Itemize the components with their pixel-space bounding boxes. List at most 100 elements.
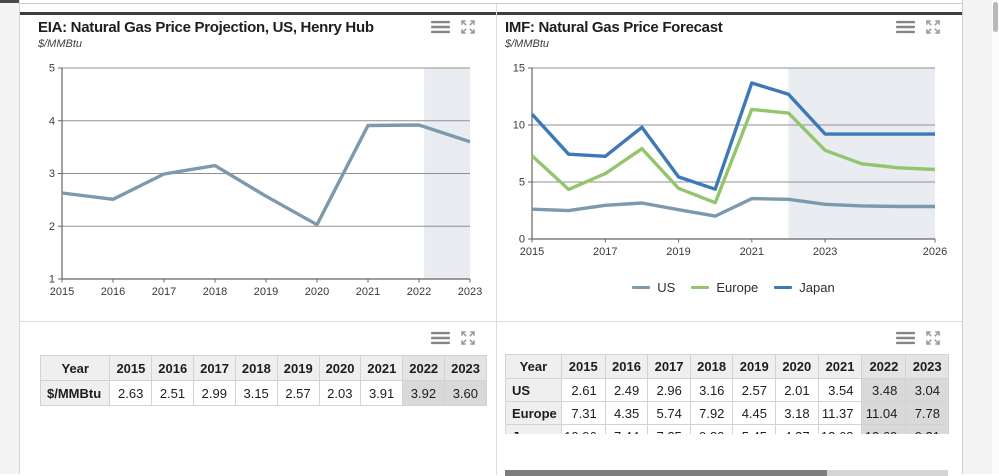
series-line-europe[interactable] bbox=[530, 107, 936, 205]
legend-swatch bbox=[632, 285, 651, 290]
y-axis-tick-label: 2 bbox=[49, 221, 55, 233]
x-axis-tick-label: 2020 bbox=[305, 286, 329, 298]
page-right-gutter bbox=[962, 0, 993, 474]
value-cell: 4.45 bbox=[732, 401, 776, 425]
year-header-cell: 2019 bbox=[276, 355, 320, 381]
value-cell: 3.91 bbox=[360, 380, 404, 406]
eia-panel-subtitle: $/MMBtu bbox=[38, 38, 83, 50]
year-header-cell: 2021 bbox=[817, 354, 863, 379]
x-axis-tick-label: 2019 bbox=[254, 286, 278, 298]
year-header-cell: 2017 bbox=[193, 355, 236, 381]
table-header-row: Year 2015 2016 2017 2018 2019 2020 2021 2022 2023 bbox=[505, 354, 949, 379]
year-corner-header: Year bbox=[40, 355, 111, 381]
x-axis-tick-label: 2022 bbox=[407, 286, 431, 298]
year-header-cell: 2016 bbox=[604, 354, 649, 379]
imf-line-chart[interactable]: 0 5 10 15 2015 2017 2019 2021 2023 2026 bbox=[497, 15, 962, 321]
x-axis-tick-label: 2019 bbox=[666, 246, 690, 258]
grid-top-accent-border bbox=[20, 12, 962, 15]
x-axis-tick-label: 2021 bbox=[356, 286, 380, 298]
legend-swatch bbox=[774, 285, 793, 290]
table-header-row: Year 2015 2016 2017 2018 2019 2020 2021 2022 2023 bbox=[40, 355, 487, 381]
value-cell: 10.96 bbox=[560, 424, 606, 434]
expand-icon[interactable] bbox=[460, 330, 476, 346]
y-axis-tick-label: 5 bbox=[49, 63, 55, 75]
legend-item-europe[interactable]: Europe bbox=[691, 280, 758, 295]
eia-table-viewport: Year 2015 2016 2017 2018 2019 2020 2021 2022 2023… bbox=[40, 355, 487, 415]
table-row: Europe 7.31 4.35 5.74 7.92 4.45 3.18 11.37 11.04… bbox=[505, 401, 949, 425]
row-label-cell: Europe bbox=[505, 401, 562, 425]
eia-data-table: Year 2015 2016 2017 2018 2019 2020 2021 2022 2023… bbox=[40, 355, 487, 406]
y-axis-tick-label: 15 bbox=[513, 63, 525, 75]
horizontal-divider bbox=[20, 321, 962, 322]
legend-item-japan[interactable]: Japan bbox=[774, 280, 835, 295]
value-cell: 2.57 bbox=[276, 380, 320, 406]
year-header-cell: 2015 bbox=[109, 355, 153, 381]
value-cell: 5.74 bbox=[647, 401, 691, 425]
value-cell: 7.92 bbox=[689, 401, 734, 425]
y-axis-tick-label: 0 bbox=[519, 234, 525, 246]
value-cell: 11.37 bbox=[817, 401, 863, 425]
scrollbar-thumb[interactable] bbox=[993, 2, 998, 32]
value-cell: 2.03 bbox=[318, 380, 362, 406]
menu-icon[interactable] bbox=[896, 331, 915, 345]
x-axis-tick-label: 2016 bbox=[101, 286, 125, 298]
value-cell: 3.92 bbox=[402, 380, 446, 406]
eia-panel-title: EIA: Natural Gas Price Projection, US, H… bbox=[38, 19, 374, 36]
x-axis-tick-label: 2026 bbox=[923, 246, 947, 258]
value-cell: 2.96 bbox=[647, 378, 691, 402]
value-cell: 9.21 bbox=[905, 424, 949, 434]
forecast-shaded-region bbox=[788, 68, 935, 239]
dashboard-grid: EIA: Natural Gas Price Projection, US, H… bbox=[20, 3, 962, 476]
eia-table-panel: Year 2015 2016 2017 2018 2019 2020 2021 2022 2023… bbox=[20, 322, 496, 475]
legend-item-us[interactable]: US bbox=[632, 280, 675, 295]
imf-chart-panel: IMF: Natural Gas Price Forecast $/MMBtu … bbox=[497, 15, 962, 321]
value-cell: 2.61 bbox=[560, 378, 606, 402]
value-cell: 2.49 bbox=[604, 378, 649, 402]
value-cell: 3.16 bbox=[689, 378, 734, 402]
value-cell: 3.18 bbox=[775, 401, 819, 425]
year-header-cell: 2023 bbox=[905, 354, 949, 379]
chart-legend: US Europe Japan bbox=[532, 280, 935, 295]
year-header-cell: 2016 bbox=[151, 355, 195, 381]
x-axis-tick-label: 2018 bbox=[203, 286, 227, 298]
year-header-cell: 2018 bbox=[234, 355, 278, 381]
year-header-cell: 2020 bbox=[775, 354, 819, 379]
value-cell: 2.57 bbox=[732, 378, 776, 402]
value-cell: 4.35 bbox=[604, 401, 649, 425]
year-header-cell: 2015 bbox=[560, 354, 606, 379]
menu-icon[interactable] bbox=[431, 331, 450, 345]
x-axis-tick-label: 2015 bbox=[520, 246, 544, 258]
year-header-cell: 2023 bbox=[444, 355, 487, 381]
x-axis-tick-label: 2015 bbox=[50, 286, 74, 298]
scrollbar-thumb[interactable] bbox=[505, 470, 827, 476]
year-header-cell: 2022 bbox=[861, 354, 907, 379]
imf-data-table: Year 2015 2016 2017 2018 2019 2020 2021 2022 2023… bbox=[505, 354, 949, 434]
eia-chart-panel: EIA: Natural Gas Price Projection, US, H… bbox=[20, 15, 496, 321]
legend-label: US bbox=[657, 280, 676, 295]
value-cell: 3.04 bbox=[905, 378, 949, 402]
y-axis-tick-label: 3 bbox=[49, 168, 55, 180]
value-cell: 13.68 bbox=[817, 424, 863, 434]
eia-line-chart[interactable]: 1 2 3 4 5 2015 2016 2017 2018 2019 2020 2021 2022 202… bbox=[20, 15, 496, 321]
x-axis-tick-label: 2021 bbox=[740, 246, 764, 258]
page-left-gutter bbox=[0, 0, 20, 474]
row-label-cell: US bbox=[505, 378, 562, 402]
x-axis-tick-label: 2023 bbox=[458, 286, 482, 298]
series-line-henry hub[interactable] bbox=[61, 123, 471, 227]
imf-table-panel: Year 2015 2016 2017 2018 2019 2020 2021 2022 2023… bbox=[497, 322, 962, 476]
table-horizontal-scrollbar[interactable] bbox=[505, 470, 948, 476]
value-cell: 4.37 bbox=[775, 424, 819, 434]
expand-icon[interactable] bbox=[925, 330, 941, 346]
imf-panel-title: IMF: Natural Gas Price Forecast bbox=[505, 19, 723, 36]
series-line-japan[interactable] bbox=[530, 81, 935, 191]
x-axis-tick-label: 2017 bbox=[152, 286, 176, 298]
page-vertical-scrollbar[interactable] bbox=[992, 0, 999, 474]
value-cell: 7.78 bbox=[905, 401, 949, 425]
table-row: US 2.61 2.49 2.96 3.16 2.57 2.01 3.54 3.48 3.04 bbox=[505, 378, 949, 402]
value-cell: 11.04 bbox=[861, 401, 907, 425]
imf-panel-subtitle: $/MMBtu bbox=[505, 38, 550, 50]
year-header-cell: 2021 bbox=[360, 355, 404, 381]
series-line-us[interactable] bbox=[531, 196, 935, 218]
value-cell: 3.54 bbox=[817, 378, 863, 402]
imf-table-viewport: Year 2015 2016 2017 2018 2019 2020 2021 2022 2023… bbox=[505, 354, 949, 434]
